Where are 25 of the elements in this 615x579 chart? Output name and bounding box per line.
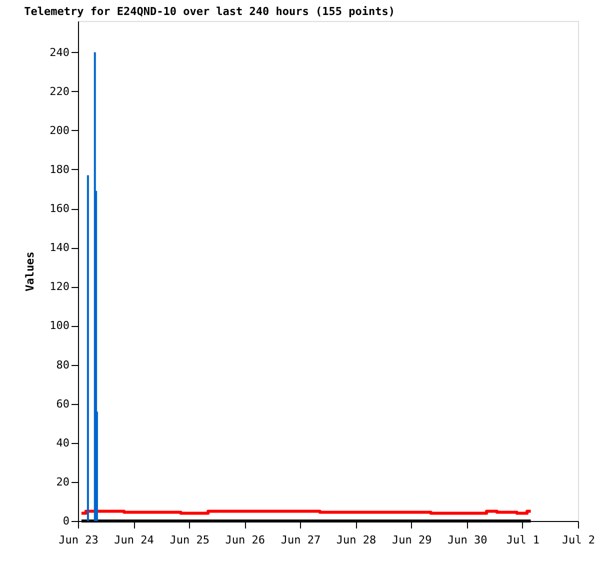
y-tick-label: 20	[56, 475, 70, 488]
y-tick-label: 0	[62, 514, 70, 528]
y-tick-label: 80	[56, 358, 70, 372]
y-tick-label: 120	[50, 280, 70, 294]
y-tick-label: 200	[50, 124, 70, 137]
y-tick-label: 160	[50, 202, 70, 215]
y-axis-title: Values	[24, 252, 37, 292]
y-tick-label: 180	[50, 162, 70, 176]
y-tick-label: 140	[50, 241, 70, 254]
x-tick-label: Jun 28	[336, 534, 376, 546]
y-tick-label: 100	[50, 319, 70, 332]
x-tick-label: Jun 25	[170, 534, 210, 546]
x-tick-label: Jun 29	[392, 534, 432, 546]
x-tick-label: Jul 2	[562, 534, 596, 546]
x-tick-label: Jun 27	[280, 534, 321, 546]
y-tick-label: 60	[56, 397, 70, 410]
x-tick-label: Jul 1	[506, 534, 540, 546]
x-tick-label: Jun 24	[114, 534, 154, 546]
chart-title: Telemetry for E24QND-10 over last 240 hours (155 points)	[24, 5, 396, 18]
y-tick-label: 240	[50, 46, 70, 59]
x-tick-label: Jun 26	[225, 534, 266, 546]
x-tick-label: Jun 30	[448, 534, 488, 546]
y-tick-label: 40	[56, 436, 70, 450]
y-tick-label: 220	[50, 84, 70, 98]
x-tick-label: Jun 23	[58, 534, 98, 546]
